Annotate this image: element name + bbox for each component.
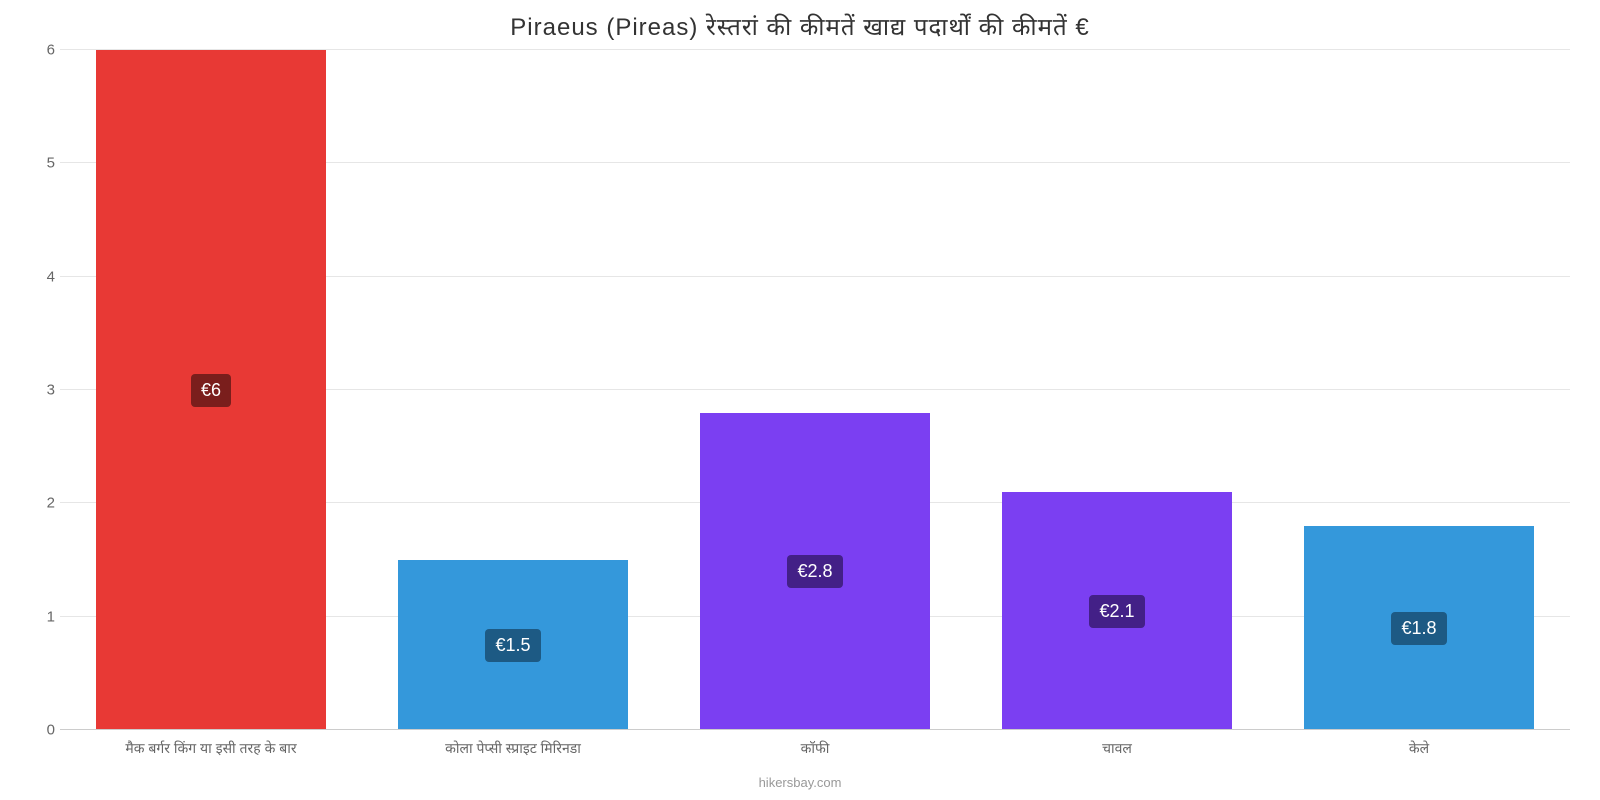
y-axis-label: 1 — [30, 608, 55, 625]
chart-container: Piraeus (Pireas) रेस्तरां की कीमतें खाद्… — [0, 0, 1600, 800]
bar-value-label: €1.5 — [485, 629, 540, 662]
bar-group: €1.5कोला पेप्सी स्प्राइट मिरिनडा — [362, 50, 664, 730]
x-axis-label: चावल — [1102, 739, 1132, 758]
y-axis-label: 2 — [30, 495, 55, 512]
bar: €6 — [96, 50, 326, 730]
y-axis-label: 3 — [30, 382, 55, 399]
bar: €1.5 — [398, 560, 628, 730]
bar-group: €6मैक बर्गर किंग या इसी तरह के बार — [60, 50, 362, 730]
bars-container: €6मैक बर्गर किंग या इसी तरह के बार€1.5को… — [60, 50, 1570, 730]
bar: €2.1 — [1002, 492, 1232, 730]
bar-value-label: €2.8 — [787, 555, 842, 588]
y-axis-label: 5 — [30, 155, 55, 172]
y-axis-label: 4 — [30, 268, 55, 285]
y-axis-label: 0 — [30, 722, 55, 739]
bar-group: €2.8कॉफी — [664, 50, 966, 730]
bar-group: €1.8केले — [1268, 50, 1570, 730]
plot-area: 0123456 €6मैक बर्गर किंग या इसी तरह के ब… — [60, 50, 1570, 730]
bar-value-label: €6 — [191, 374, 231, 407]
bar-group: €2.1चावल — [966, 50, 1268, 730]
attribution-text: hikersbay.com — [759, 775, 842, 790]
bar: €1.8 — [1304, 526, 1534, 730]
chart-title: Piraeus (Pireas) रेस्तरां की कीमतें खाद्… — [0, 0, 1600, 43]
x-axis-label: केले — [1409, 739, 1429, 758]
x-axis-label: कॉफी — [801, 739, 830, 758]
bar-value-label: €2.1 — [1089, 595, 1144, 628]
x-axis-label: मैक बर्गर किंग या इसी तरह के बार — [125, 739, 296, 758]
x-axis-label: कोला पेप्सी स्प्राइट मिरिनडा — [445, 739, 581, 758]
y-axis-label: 6 — [30, 42, 55, 59]
bar-value-label: €1.8 — [1391, 612, 1446, 645]
baseline — [60, 729, 1570, 730]
bar: €2.8 — [700, 413, 930, 730]
